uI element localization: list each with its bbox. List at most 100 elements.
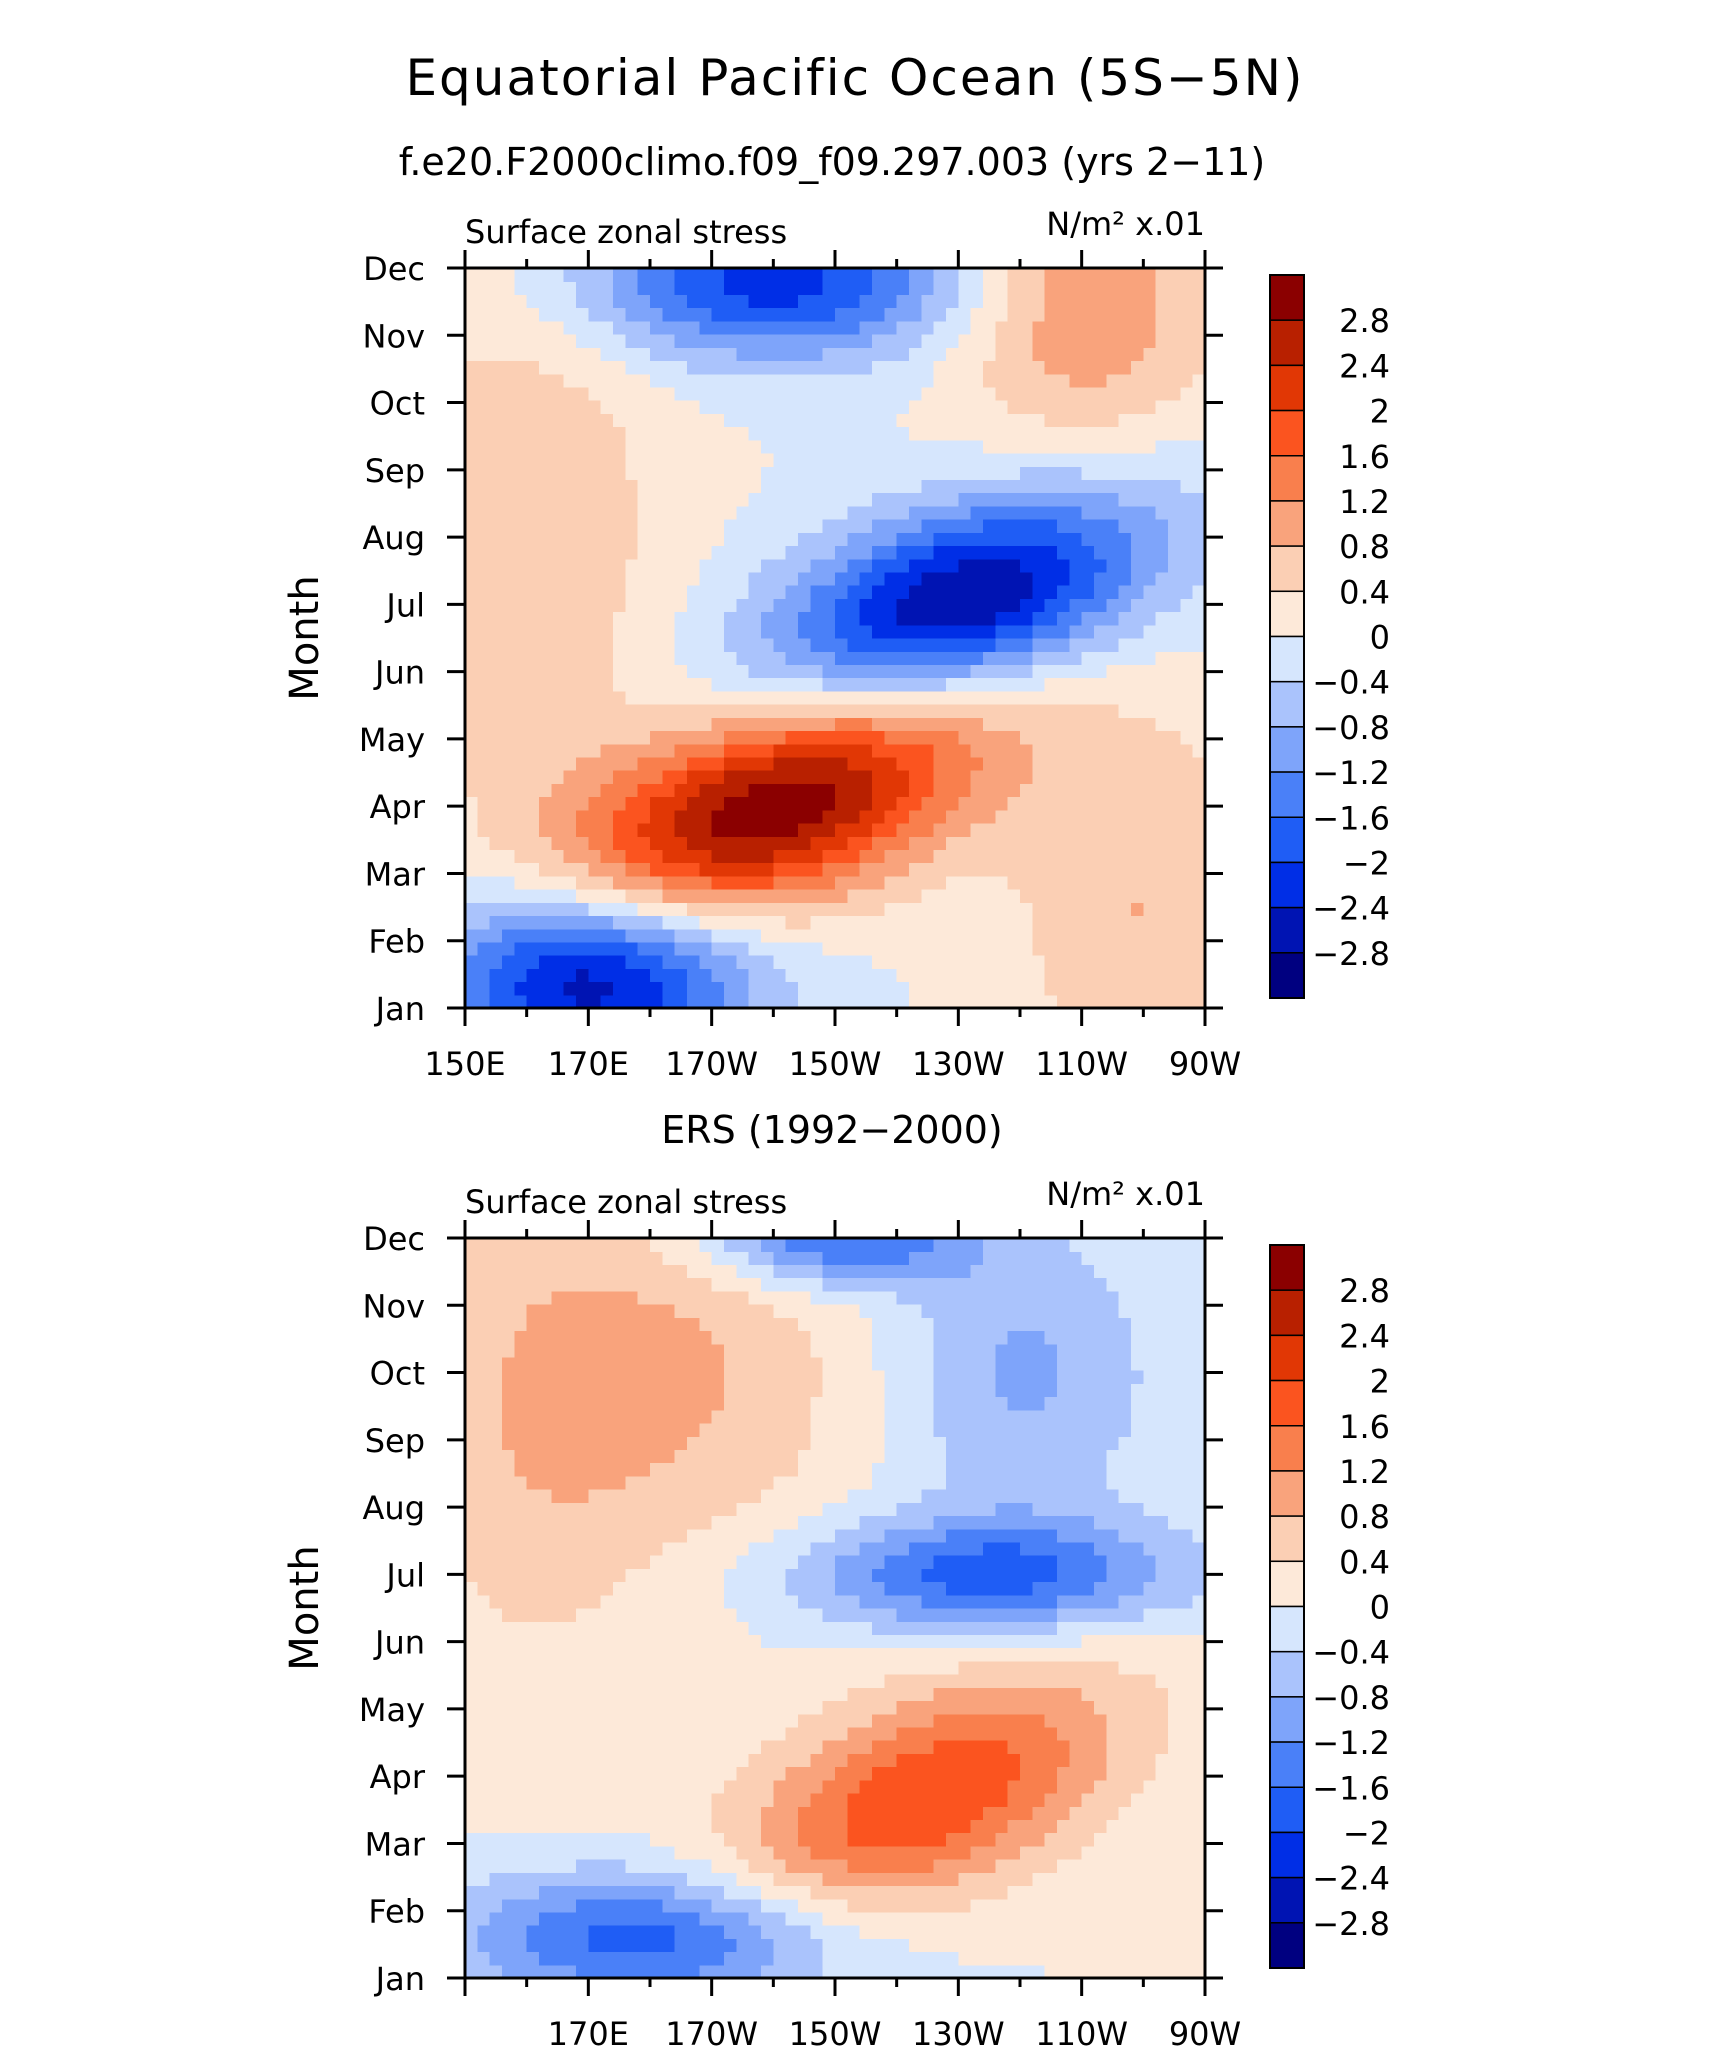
contour-cell	[761, 320, 774, 335]
contour-cell	[859, 994, 873, 1009]
contour-cell	[761, 466, 774, 481]
contour-cell	[773, 1317, 787, 1332]
contour-cell	[650, 1726, 663, 1741]
contour-cell	[872, 717, 885, 732]
contour-cell	[798, 1925, 811, 1939]
contour-cell	[822, 585, 836, 599]
contour-cell	[970, 638, 984, 652]
contour-cell	[736, 373, 750, 388]
contour-cell	[909, 690, 922, 705]
contour-cell	[600, 1449, 614, 1464]
contour-cell	[699, 479, 713, 494]
contour-cell	[600, 439, 614, 454]
contour-cell	[588, 1925, 602, 1939]
contour-cell	[489, 1911, 503, 1926]
contour-cell	[699, 1779, 713, 1794]
contour-cell	[748, 717, 762, 732]
contour-cell	[1081, 439, 1095, 454]
contour-cell	[613, 1528, 626, 1543]
contour-cell	[785, 770, 799, 784]
contour-cell	[724, 466, 737, 481]
contour-cell	[514, 690, 528, 705]
contour-cell	[724, 889, 737, 903]
contour-cell	[995, 981, 1009, 996]
contour-cell	[785, 1779, 799, 1794]
contour-cell	[637, 1753, 651, 1768]
contour-cell	[650, 598, 663, 613]
contour-cell	[1044, 875, 1058, 890]
contour-cell	[699, 1317, 713, 1332]
contour-cell	[662, 1541, 676, 1556]
contour-cell	[1057, 532, 1070, 547]
contour-cell	[674, 1713, 688, 1728]
contour-cell	[983, 360, 996, 375]
contour-cell	[600, 571, 614, 586]
contour-cell	[1155, 823, 1169, 837]
contour-cell	[785, 1475, 799, 1490]
contour-cell	[489, 439, 503, 454]
contour-cell	[465, 1819, 478, 1834]
contour-cell	[995, 902, 1009, 917]
contour-cell	[1044, 281, 1058, 296]
contour-cell	[477, 1634, 491, 1649]
contour-cell	[736, 1317, 750, 1332]
contour-cell	[748, 545, 762, 560]
contour-cell	[1020, 439, 1033, 454]
contour-cell	[773, 1845, 787, 1860]
contour-cell	[625, 1290, 639, 1305]
contour-cell	[699, 968, 713, 983]
contour-cell	[613, 466, 626, 481]
contour-cell	[810, 453, 824, 467]
contour-cell	[674, 1925, 688, 1939]
contour-cell	[662, 968, 676, 983]
contour-cell	[563, 1885, 577, 1900]
contour-cell	[785, 1938, 799, 1953]
contour-cell	[477, 1409, 491, 1424]
contour-cell	[625, 320, 639, 335]
contour-cell	[699, 928, 713, 943]
contour-cell	[822, 981, 836, 996]
contour-cell	[1180, 862, 1194, 877]
contour-cell	[1032, 994, 1046, 1009]
contour-cell	[687, 889, 700, 903]
contour-cell	[1180, 307, 1194, 322]
contour-cell	[724, 1290, 737, 1305]
contour-cell	[674, 928, 688, 943]
contour-cell	[773, 1964, 787, 1979]
contour-cell	[1020, 479, 1033, 494]
contour-cell	[1057, 558, 1070, 573]
contour-cell	[1020, 743, 1033, 758]
contour-cell	[489, 624, 503, 639]
contour-cell	[736, 598, 750, 613]
contour-cell	[674, 862, 688, 877]
contour-cell	[1094, 928, 1107, 943]
contour-cell	[465, 1608, 478, 1622]
contour-cell	[576, 320, 589, 335]
contour-cell	[551, 624, 565, 639]
contour-cell	[539, 770, 552, 784]
contour-cell	[724, 1621, 737, 1636]
contour-cell	[1180, 453, 1194, 467]
contour-cell	[724, 875, 737, 890]
contour-cell	[1180, 413, 1194, 428]
contour-cell	[761, 268, 774, 282]
contour-cell	[637, 1898, 651, 1913]
contour-cell	[637, 479, 651, 494]
contour-cell	[563, 466, 577, 481]
contour-cell	[1180, 836, 1194, 851]
contour-cell	[872, 545, 885, 560]
contour-cell	[1168, 571, 1181, 586]
contour-cell	[674, 1608, 688, 1622]
contour-cell	[699, 796, 713, 811]
contour-cell	[736, 307, 750, 322]
contour-cell	[1192, 941, 1206, 956]
contour-cell	[1007, 730, 1021, 745]
contour-cell	[1168, 360, 1181, 375]
contour-cell	[662, 1674, 676, 1688]
contour-cell	[711, 598, 725, 613]
contour-cell	[588, 902, 602, 917]
contour-cell	[637, 373, 651, 388]
contour-cell	[896, 915, 910, 930]
contour-cell	[1069, 902, 1083, 917]
contour-cell	[502, 400, 515, 414]
